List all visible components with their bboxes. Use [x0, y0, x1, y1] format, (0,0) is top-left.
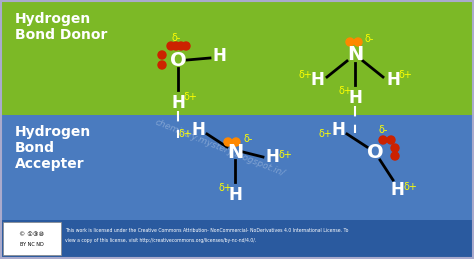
Text: Hydrogen
Bond
Accepter: Hydrogen Bond Accepter: [15, 125, 91, 171]
Circle shape: [182, 42, 190, 50]
Text: δ+: δ+: [318, 129, 332, 139]
Text: H: H: [265, 148, 279, 166]
Text: H: H: [191, 121, 205, 139]
Text: H: H: [331, 121, 345, 139]
Text: δ+: δ+: [298, 70, 312, 80]
Text: H: H: [171, 94, 185, 112]
Text: δ+: δ+: [398, 70, 412, 80]
Bar: [0, 0, 474, 115]
Text: H: H: [228, 186, 242, 204]
Circle shape: [387, 136, 395, 144]
Text: δ+: δ+: [403, 182, 417, 192]
Text: δ-: δ-: [243, 134, 253, 144]
Text: δ+: δ+: [338, 86, 352, 96]
Bar: [0, 220, 474, 259]
Text: BY NC ND: BY NC ND: [20, 242, 44, 248]
Text: H: H: [212, 47, 226, 65]
Text: H: H: [310, 71, 324, 89]
Text: δ-: δ-: [365, 34, 374, 44]
Circle shape: [224, 138, 232, 146]
Circle shape: [391, 144, 399, 152]
Text: © ①③⑩: © ①③⑩: [19, 232, 45, 236]
Text: H: H: [386, 71, 400, 89]
Text: Hydrogen
Bond Donor: Hydrogen Bond Donor: [15, 12, 108, 42]
Text: N: N: [347, 46, 363, 64]
Circle shape: [379, 136, 387, 144]
Text: H: H: [390, 181, 404, 199]
Circle shape: [167, 42, 175, 50]
Circle shape: [391, 152, 399, 160]
Text: δ-: δ-: [378, 125, 388, 135]
Circle shape: [177, 42, 185, 50]
Text: O: O: [367, 142, 383, 162]
Text: N: N: [227, 142, 243, 162]
Text: view a copy of this license, visit http://creativecommons.org/licenses/by-nc-nd/: view a copy of this license, visit http:…: [65, 238, 256, 243]
Text: H: H: [348, 89, 362, 107]
Text: δ+: δ+: [218, 183, 232, 193]
Text: δ+: δ+: [183, 92, 197, 102]
Text: chemistry.mystery.blogspot.in/: chemistry.mystery.blogspot.in/: [154, 118, 286, 178]
Bar: [0, 115, 474, 220]
Circle shape: [158, 51, 166, 59]
Circle shape: [354, 38, 362, 46]
Circle shape: [172, 42, 180, 50]
Text: This work is licensed under the Creative Commons Attribution- NonCommercial- NoD: This work is licensed under the Creative…: [65, 228, 348, 233]
Bar: [3, 222, 61, 255]
Text: δ-: δ-: [171, 33, 181, 43]
Circle shape: [346, 38, 354, 46]
Text: δ+: δ+: [278, 150, 292, 160]
Circle shape: [232, 138, 240, 146]
Text: O: O: [170, 51, 186, 69]
Circle shape: [158, 61, 166, 69]
Text: δ+: δ+: [178, 129, 192, 139]
